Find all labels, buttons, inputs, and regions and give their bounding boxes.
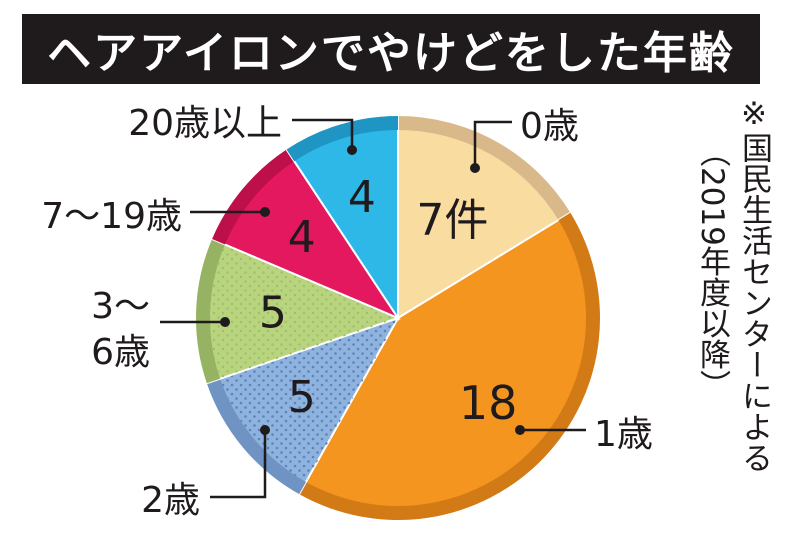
- source-note-line2: （2019年度以降）: [694, 136, 730, 401]
- leader-dot-3: [220, 317, 230, 327]
- leader-dot-4: [260, 207, 270, 217]
- source-note-line1: ※国民生活センターによる: [736, 96, 772, 473]
- value-label-3: 5: [259, 287, 287, 338]
- value-label-0: 7件: [416, 195, 488, 246]
- leader-dot-5: [347, 145, 357, 155]
- pie-slice-2-rim: [206, 378, 306, 495]
- pie-slice-4-rim: [212, 149, 295, 245]
- note-line1-text: 国民生活センターによる: [736, 132, 772, 473]
- source-note: ※国民生活センターによる （2019年度以降）: [690, 96, 790, 536]
- category-label-5: 20歳以上: [128, 103, 282, 144]
- category-label-0: 0歳: [520, 106, 579, 147]
- value-label-2: 5: [288, 372, 316, 423]
- note-mark: ※: [736, 96, 772, 132]
- value-label-4: 4: [288, 212, 316, 263]
- pie-slice-0-rim: [398, 116, 571, 221]
- value-label-5: 4: [348, 172, 376, 223]
- leader-dot-1: [515, 425, 525, 435]
- leader-line-5: [292, 118, 354, 150]
- category-label-1: 1歳: [594, 414, 653, 455]
- category-label-2: 2歳: [141, 480, 200, 521]
- pie-slice-5-rim: [286, 116, 398, 162]
- category-label-4: 7～19歳: [41, 196, 182, 237]
- pie-slice-3-rim: [196, 238, 225, 384]
- pie-slice-3-texture: [210, 244, 398, 379]
- leader-line-0: [473, 120, 512, 168]
- leader-dot-0: [470, 163, 480, 173]
- leader-dot-2: [260, 425, 270, 435]
- chart-title-bar: ヘアアイロンでやけどをした年齢: [22, 14, 760, 84]
- note-line2-text: （2019年度以降）: [694, 136, 730, 401]
- leader-line-2: [210, 430, 267, 499]
- value-label-1: 18: [459, 376, 518, 430]
- chart-title: ヘアアイロンでやけどをした年齢: [47, 28, 735, 79]
- category-label-3: 3～ 6歳: [91, 286, 150, 373]
